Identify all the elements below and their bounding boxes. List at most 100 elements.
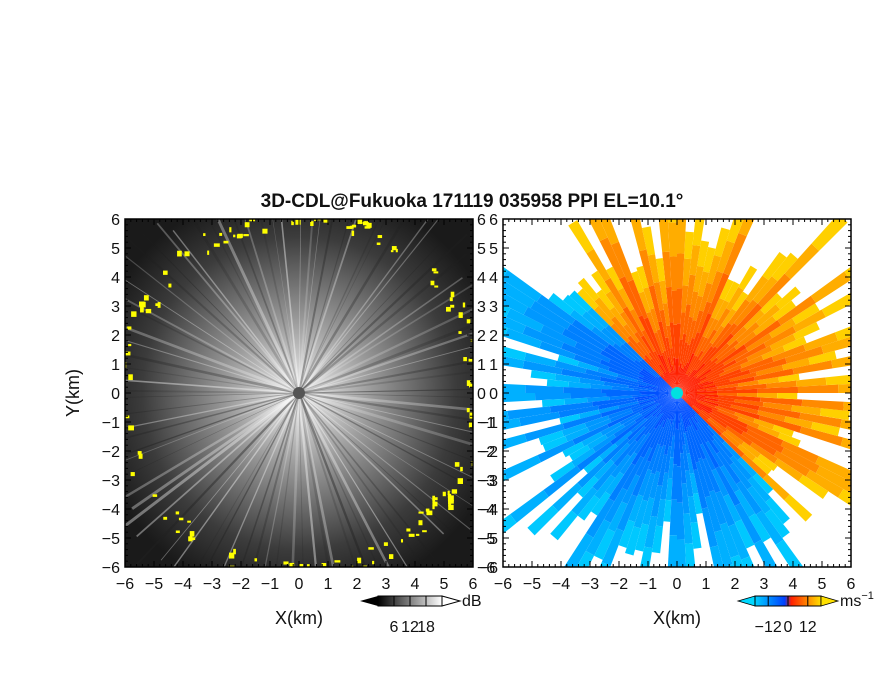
velocity-sector — [757, 453, 778, 472]
velocity-sector — [695, 461, 711, 498]
ray — [125, 392, 300, 415]
highlight-cell — [155, 303, 159, 307]
velocity-sector — [677, 393, 703, 411]
velocity-sector — [641, 403, 660, 416]
velocity-sector — [583, 456, 603, 474]
velocity-sector — [668, 222, 677, 257]
velocity-sector — [717, 388, 758, 393]
velocity-sector — [706, 255, 722, 285]
ray — [298, 277, 463, 394]
left-x-axis-label: X(km) — [275, 608, 323, 628]
highlight-cell — [430, 280, 435, 286]
velocity-sector — [762, 474, 790, 501]
velocity-sector — [655, 393, 677, 408]
highlight-cell — [178, 517, 184, 521]
velocity-sector — [618, 276, 643, 318]
velocity-sector — [677, 393, 688, 432]
highlight-cell — [203, 233, 206, 237]
velocity-sector — [698, 374, 721, 385]
velocity-sector — [670, 435, 675, 458]
velocity-sector — [522, 360, 563, 375]
velocity-sector — [757, 424, 781, 438]
velocity-sector — [659, 280, 668, 304]
velocity-sector — [677, 363, 682, 393]
velocity-sector — [616, 494, 638, 532]
velocity-sector — [524, 423, 565, 442]
velocity-sector — [713, 227, 730, 258]
highlight-cell — [145, 308, 152, 314]
velocity-sector — [677, 253, 685, 289]
velocity-sector — [654, 393, 677, 403]
ray — [172, 392, 300, 567]
velocity-sector — [696, 362, 717, 379]
velocity-sector — [594, 297, 615, 320]
velocity-sector — [642, 380, 677, 393]
ray — [298, 392, 425, 567]
ray — [264, 392, 300, 567]
velocity-sector — [640, 335, 661, 366]
velocity-sector — [757, 386, 799, 393]
velocity-sector — [503, 410, 509, 421]
velocity-sector — [603, 381, 629, 388]
velocity-sector — [693, 469, 708, 509]
highlight-cell — [357, 219, 363, 225]
velocity-sector — [677, 369, 696, 393]
ray — [298, 392, 304, 567]
ray — [298, 371, 473, 394]
velocity-sector — [611, 386, 634, 391]
velocity-sector — [561, 422, 587, 437]
velocity-sector — [683, 304, 691, 335]
velocity-sector — [754, 368, 794, 381]
velocity-sector — [523, 306, 566, 335]
velocity-sector — [654, 393, 677, 430]
highlight-cell — [454, 462, 460, 467]
velocity-sector — [600, 403, 640, 418]
velocity-sector — [657, 418, 669, 445]
highlight-cell — [432, 497, 438, 501]
colorbar-low-arrow — [736, 595, 756, 607]
velocity-sector — [622, 456, 644, 491]
velocity-sector — [686, 274, 696, 305]
velocity-sector — [614, 430, 633, 447]
velocity-sector — [562, 294, 587, 317]
velocity-sector — [607, 408, 643, 428]
velocity-sector — [534, 393, 571, 401]
velocity-sector — [542, 435, 568, 452]
velocity-sector — [701, 329, 718, 352]
highlight-cell — [415, 533, 420, 536]
velocity-sector — [571, 319, 610, 348]
velocity-sector — [669, 322, 676, 358]
velocity-sector — [615, 376, 647, 387]
velocity-sector — [631, 271, 644, 294]
velocity-sector — [697, 386, 718, 391]
y-tick-label: 4 — [477, 270, 486, 287]
highlight-cell — [121, 393, 124, 396]
velocity-sector — [723, 494, 742, 523]
x-tick-label: 5 — [440, 576, 449, 593]
velocity-sector — [636, 265, 649, 289]
y-tick-label: −1 — [477, 415, 495, 432]
velocity-sector — [717, 408, 739, 420]
velocity-sector — [627, 279, 648, 319]
ray — [298, 392, 473, 433]
velocity-sector — [591, 326, 616, 347]
highlight-cell — [351, 224, 357, 228]
velocity-sector — [684, 543, 696, 567]
velocity-sector — [637, 393, 677, 402]
ray — [298, 392, 379, 567]
highlight-cell — [295, 219, 301, 225]
highlight-cell — [431, 268, 437, 272]
velocity-sector — [677, 429, 681, 467]
ray — [207, 219, 300, 394]
velocity-sector — [599, 376, 639, 387]
velocity-sector — [714, 530, 733, 567]
velocity-sector — [760, 292, 783, 315]
velocity-sector — [609, 395, 633, 401]
velocity-sector — [599, 237, 626, 280]
ray — [298, 219, 314, 394]
highlight-cell — [364, 221, 369, 226]
velocity-sector — [724, 281, 740, 303]
velocity-sector — [540, 325, 577, 348]
